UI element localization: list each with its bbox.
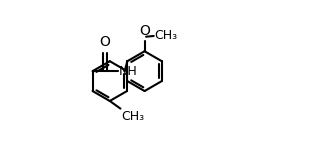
Text: CH₃: CH₃ bbox=[121, 110, 145, 123]
Text: O: O bbox=[99, 35, 110, 49]
Text: CH₃: CH₃ bbox=[154, 30, 178, 42]
Text: NH: NH bbox=[119, 65, 137, 78]
Text: O: O bbox=[139, 24, 150, 38]
